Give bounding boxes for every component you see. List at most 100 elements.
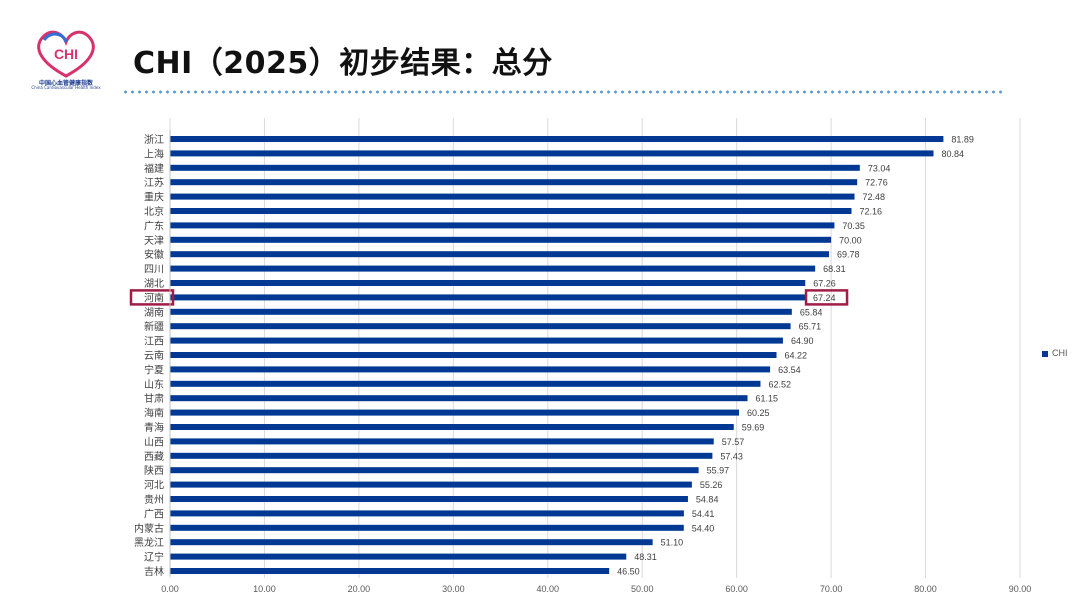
data-label: 60.25 — [747, 408, 770, 418]
category-label: 天津 — [144, 235, 164, 247]
bar — [170, 208, 852, 214]
x-tick-label: 10.00 — [253, 584, 276, 594]
data-label: 48.31 — [634, 552, 657, 562]
data-label: 80.84 — [941, 149, 964, 159]
highlight-box-value — [804, 289, 849, 306]
chi-logo: CHI — [37, 30, 95, 78]
category-label: 山东 — [144, 378, 164, 391]
category-label: 江西 — [144, 336, 164, 348]
bar — [170, 222, 835, 229]
bar — [170, 409, 740, 416]
data-label: 64.22 — [785, 351, 808, 361]
category-label: 甘肃 — [144, 392, 164, 405]
data-label: 54.40 — [692, 523, 715, 533]
bar — [170, 366, 771, 373]
bar — [170, 323, 791, 330]
category-label: 贵州 — [144, 493, 164, 506]
category-label: 云南 — [144, 349, 164, 362]
x-tick-label: 30.00 — [442, 584, 465, 594]
data-label: 73.04 — [868, 163, 891, 173]
bar — [170, 467, 699, 474]
data-label: 54.41 — [692, 509, 715, 519]
x-tick-label: 60.00 — [725, 584, 748, 594]
data-label: 63.54 — [778, 365, 801, 375]
bar — [170, 524, 684, 531]
category-label: 安徽 — [144, 248, 164, 261]
data-label: 65.71 — [799, 322, 822, 332]
data-label: 54.84 — [696, 495, 719, 505]
category-label: 湖南 — [144, 306, 164, 319]
data-label: 70.00 — [839, 235, 862, 245]
bar — [170, 251, 830, 258]
bar — [170, 193, 855, 200]
bar — [170, 150, 934, 157]
category-label: 湖北 — [144, 278, 164, 290]
category-label: 上海 — [144, 147, 164, 160]
category-label: 海南 — [144, 407, 164, 420]
category-label: 广东 — [144, 219, 164, 232]
x-tick-label: 90.00 — [1009, 584, 1032, 594]
bar — [170, 236, 832, 243]
category-label: 北京 — [144, 205, 164, 218]
data-label: 64.90 — [791, 336, 814, 346]
data-label: 59.69 — [742, 423, 765, 433]
bar — [170, 164, 860, 171]
data-label: 72.48 — [863, 192, 886, 202]
bar — [170, 438, 714, 445]
logo-english-name: China Cardiovascular Health Index — [31, 85, 101, 90]
data-label: 46.50 — [617, 567, 640, 577]
title-divider — [122, 90, 1006, 94]
category-label: 陕西 — [144, 464, 164, 477]
category-label: 吉林 — [144, 565, 164, 578]
bar — [170, 352, 777, 358]
x-tick-label: 0.00 — [161, 584, 179, 594]
data-label: 68.31 — [823, 264, 846, 274]
logo-chinese-name: 中国心血管健康指数 — [38, 80, 93, 87]
category-label: 西藏 — [144, 451, 164, 463]
data-label: 57.57 — [722, 437, 745, 447]
x-tick-label: 40.00 — [537, 584, 560, 594]
data-label: 55.26 — [700, 480, 723, 490]
category-label: 广西 — [144, 508, 164, 520]
bar — [170, 452, 713, 459]
bar — [170, 179, 858, 186]
bar — [170, 380, 761, 387]
bar — [170, 510, 684, 517]
bar — [170, 280, 806, 286]
bar — [170, 395, 748, 402]
data-label: 69.78 — [837, 250, 860, 260]
bar — [170, 568, 610, 574]
data-label: 65.84 — [800, 307, 823, 317]
category-label: 河南 — [144, 291, 164, 304]
category-label: 宁夏 — [144, 363, 164, 376]
category-label: 重庆 — [144, 191, 164, 204]
category-label: 江苏 — [144, 176, 164, 189]
x-tick-label: 50.00 — [631, 584, 654, 594]
bar — [170, 294, 806, 301]
chart-legend: CHI — [1042, 348, 1068, 358]
bar — [170, 337, 783, 344]
bar — [170, 136, 944, 142]
data-label: 72.76 — [865, 178, 888, 188]
x-tick-label: 20.00 — [348, 584, 371, 594]
category-label: 山西 — [144, 436, 164, 448]
bar — [170, 424, 734, 430]
bar — [170, 539, 653, 546]
data-label: 81.89 — [951, 135, 974, 145]
category-label: 内蒙古 — [134, 522, 164, 535]
bar — [170, 308, 792, 315]
bar — [170, 481, 692, 488]
page-title: CHI（2025）初步结果：总分 — [133, 46, 553, 81]
category-label: 青海 — [144, 421, 164, 434]
bar — [170, 553, 627, 560]
category-label: 四川 — [144, 265, 164, 276]
bar — [170, 496, 688, 502]
legend-label: CHI — [1052, 348, 1068, 358]
highlight-box-category — [129, 289, 175, 306]
data-label: 51.10 — [661, 538, 684, 548]
x-tick-label: 80.00 — [914, 584, 937, 594]
category-label: 黑龙江 — [134, 536, 164, 549]
bar — [170, 265, 816, 272]
data-label: 70.35 — [842, 221, 865, 231]
